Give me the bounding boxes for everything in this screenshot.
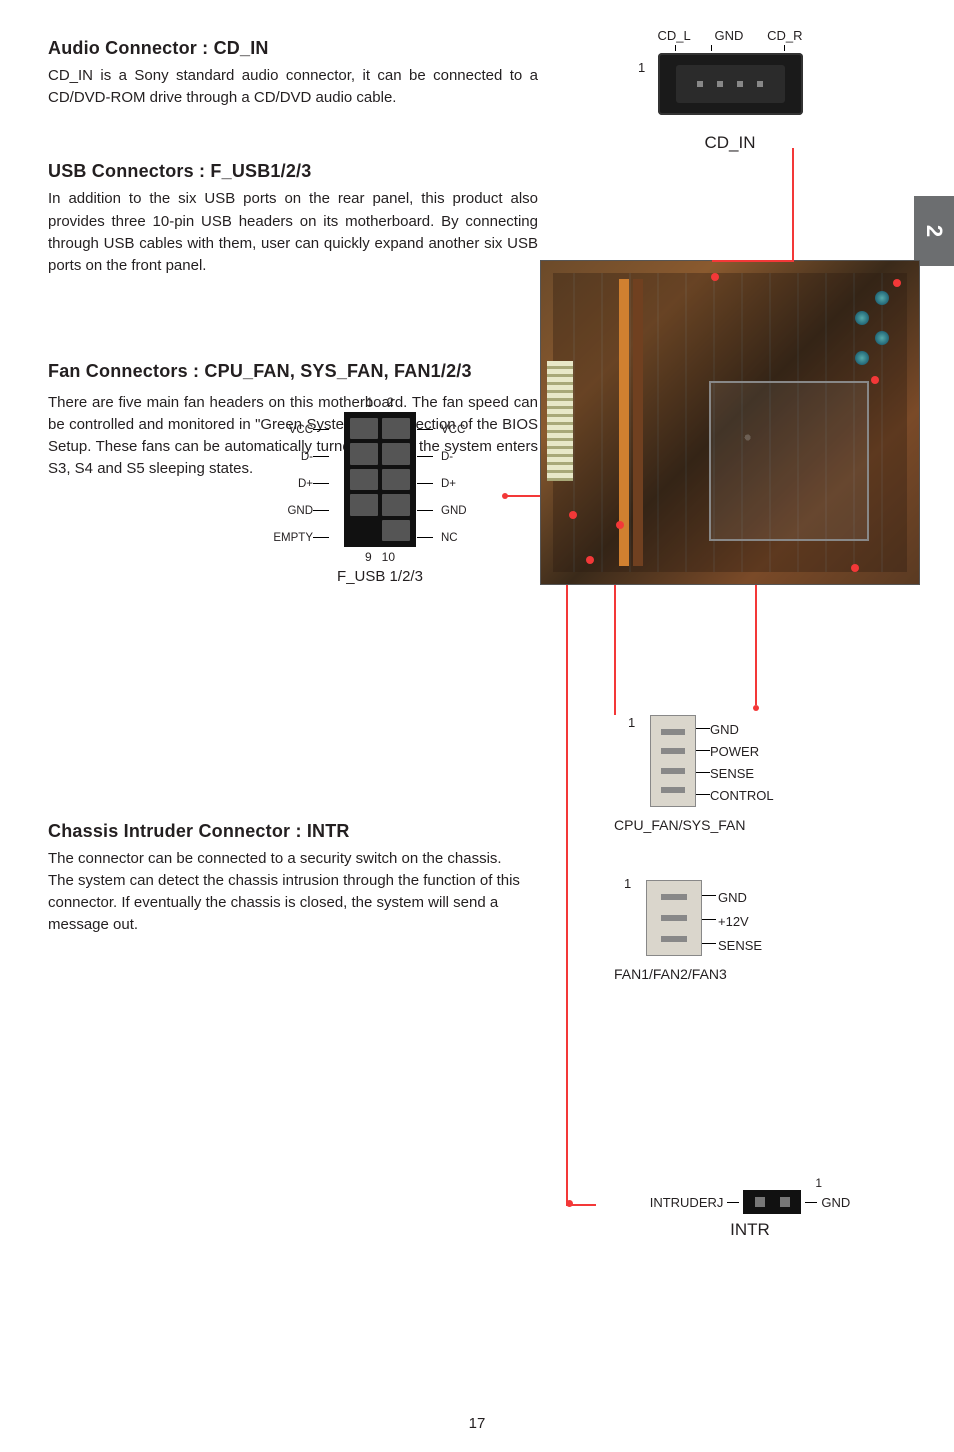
usb-lpin-gnd: GND <box>253 498 313 525</box>
fan4-pin-sense: SENSE <box>710 763 774 785</box>
fan3-diagram: 1 GND +12V SENSE FAN1/FAN2/FAN3 <box>610 880 890 982</box>
chapter-tab: 2 <box>914 196 954 266</box>
usb-rpin-dplus: D+ <box>441 471 501 498</box>
intr-right-label: GND <box>821 1195 850 1210</box>
intr-title: Chassis Intruder Connector : INTR <box>48 821 538 842</box>
usb-lpin-vcc: VCC <box>253 417 313 444</box>
intr-body: The connector can be connected to a secu… <box>48 848 528 937</box>
page-number: 17 <box>469 1415 486 1432</box>
cdin-body: CD_IN is a Sony standard audio connector… <box>48 65 538 109</box>
cdin-connector-icon <box>658 53 803 115</box>
usb-num-2: 2 <box>387 395 394 409</box>
fan3-pin1-marker: 1 <box>624 876 631 891</box>
usb-rpin-dminus: D- <box>441 444 501 471</box>
usb-rpin-vcc: VCC <box>441 417 501 444</box>
usb-num-10: 10 <box>382 550 395 564</box>
fan-title: Fan Connectors : CPU_FAN, SYS_FAN, FAN1/… <box>48 357 538 386</box>
usb-rpin-gnd: GND <box>441 498 501 525</box>
fan4-diagram: 1 GND POWER SENSE CONTROL CPU_FAN/SYS_FA… <box>610 715 890 833</box>
usb-header-diagram: 1 2 9 10 F_USB 1/2/3 VCC D- D+ GND EMPTY… <box>265 395 495 585</box>
fan4-connector-icon <box>650 715 696 807</box>
cdin-pin-gnd: GND <box>714 28 743 43</box>
intr-diagram: 1 INTRUDERJ GND INTR <box>600 1190 900 1240</box>
fan3-pin-gnd: GND <box>718 886 762 910</box>
intr-connector-icon <box>743 1190 801 1214</box>
fan3-connector-icon <box>646 880 702 956</box>
usb-lpin-dminus: D- <box>253 444 313 471</box>
usb-lpin-dplus: D+ <box>253 471 313 498</box>
fan4-pin-control: CONTROL <box>710 785 774 807</box>
chapter-tab-number: 2 <box>921 225 947 237</box>
cdin-title: Audio Connector : CD_IN <box>48 38 538 59</box>
usb-header-label: F_USB 1/2/3 <box>265 568 495 585</box>
fan4-pin1-marker: 1 <box>628 715 635 730</box>
usb-num-9: 9 <box>365 550 372 564</box>
fan4-label: CPU_FAN/SYS_FAN <box>614 817 890 833</box>
intr-pin1-marker: 1 <box>815 1176 822 1190</box>
intr-label: INTR <box>600 1220 900 1240</box>
cdin-diagram: CD_L GND CD_R 1 CD_IN <box>630 28 830 153</box>
cdin-pin-cdl: CD_L <box>658 28 691 43</box>
usb-header-icon <box>344 412 416 547</box>
cdin-pin-cdr: CD_R <box>767 28 802 43</box>
cdin-pin1-marker: 1 <box>638 60 645 75</box>
fan3-pin-sense: SENSE <box>718 934 762 958</box>
fan4-pin-power: POWER <box>710 741 774 763</box>
cdin-label: CD_IN <box>630 133 830 153</box>
fan3-pin-12v: +12V <box>718 910 762 934</box>
usb-title: USB Connectors : F_USB1/2/3 <box>48 161 538 182</box>
motherboard-image <box>540 260 920 585</box>
usb-rpin-nc: NC <box>441 525 501 552</box>
intr-left-label: INTRUDERJ <box>650 1195 724 1210</box>
fan4-pin-gnd: GND <box>710 719 774 741</box>
usb-body: In addition to the six USB ports on the … <box>48 188 538 277</box>
usb-lpin-empty: EMPTY <box>253 525 313 552</box>
usb-num-1: 1 <box>366 395 373 409</box>
fan3-label: FAN1/FAN2/FAN3 <box>614 966 890 982</box>
